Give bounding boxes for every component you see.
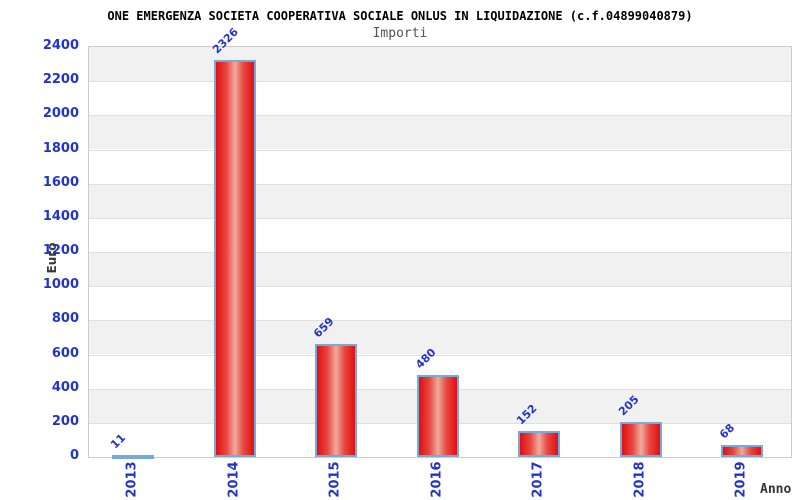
bar-2018 (619, 421, 662, 457)
y-tick-label: 1600 (42, 174, 79, 190)
y-tick-label: 2400 (42, 38, 79, 53)
y-tick-label: 600 (51, 345, 79, 361)
gridline (89, 183, 791, 185)
y-tick-label: 200 (51, 413, 79, 429)
gridline (89, 217, 791, 219)
plot-area: 11 2326 659 480 152 205 68 (88, 25, 792, 459)
chart-subtitle: Importi (372, 26, 428, 41)
y-tick-label: 400 (51, 379, 79, 395)
x-tick-label: 2018 (632, 461, 647, 498)
bar-2015 (315, 344, 357, 457)
x-axis-title: Anno (760, 482, 792, 497)
y-tick-label: 2000 (42, 106, 79, 122)
background-band (89, 115, 791, 150)
gridline (89, 286, 791, 288)
x-tick-label: 2013 (124, 461, 140, 498)
bar-value-label: 11 (108, 431, 129, 452)
y-tick-label: 800 (51, 311, 79, 327)
background-band (89, 47, 791, 82)
x-tick-label: 2016 (429, 461, 444, 498)
gridline (89, 149, 791, 151)
background-band (89, 252, 791, 287)
y-tick-label: 1400 (42, 208, 79, 224)
bar-2013 (112, 455, 154, 459)
y-tick-label: 1800 (42, 140, 79, 156)
x-tick-label: 2017 (530, 461, 546, 498)
background-band (89, 320, 791, 355)
gridline (89, 354, 791, 356)
gridline (89, 81, 791, 83)
y-tick-label: 2200 (42, 72, 79, 88)
bar-2016 (416, 375, 459, 457)
bar-2017 (518, 431, 560, 457)
y-tick-label: 1200 (42, 243, 79, 258)
bar-value-label: 68 (717, 421, 738, 442)
gridline (89, 320, 791, 322)
y-axis-title: Euro (45, 242, 59, 274)
background-band (89, 183, 791, 218)
chart-title: ONE EMERGENZA SOCIETA COOPERATIVA SOCIAL… (107, 9, 693, 23)
gridline (89, 115, 791, 117)
x-tick-label: 2014 (226, 461, 241, 498)
gridline (89, 252, 791, 253)
bar-2019 (721, 445, 763, 457)
x-tick-label: 2019 (733, 461, 749, 498)
x-tick-label: 2015 (327, 461, 343, 498)
y-tick-label: 0 (69, 448, 79, 463)
y-tick-label: 1000 (42, 277, 79, 293)
bar-2014 (213, 59, 256, 457)
